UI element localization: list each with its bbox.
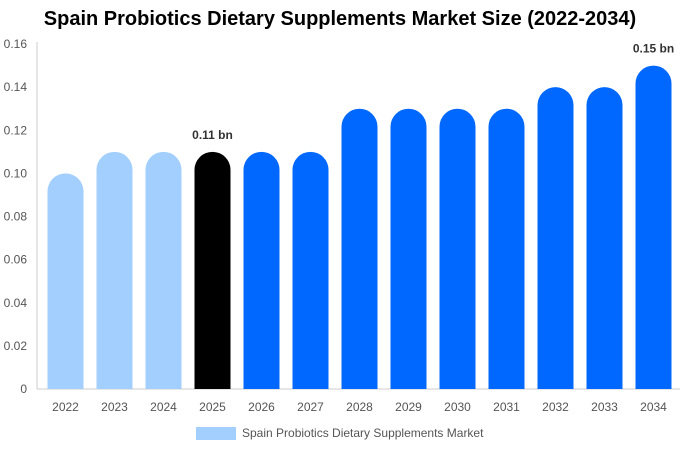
- x-tick-label: 2023: [101, 400, 128, 414]
- legend-swatch: [196, 426, 236, 440]
- data-label: 0.15 bn: [633, 42, 674, 56]
- bar-2026: [243, 151, 280, 389]
- bar-2022: [47, 173, 84, 389]
- x-tick-label: 2030: [444, 400, 471, 414]
- bar-2032: [537, 87, 574, 389]
- legend-label: Spain Probiotics Dietary Supplements Mar…: [242, 426, 484, 440]
- y-tick-label: 0.14: [4, 80, 28, 94]
- x-tick-label: 2026: [248, 400, 275, 414]
- x-tick-label: 2025: [199, 400, 226, 414]
- bar-2023: [96, 151, 133, 389]
- y-tick-label: 0.08: [4, 210, 28, 224]
- bar-2028: [341, 108, 378, 389]
- bar-2031: [488, 108, 525, 389]
- x-tick-label: 2032: [542, 400, 569, 414]
- bar-2024: [145, 151, 182, 389]
- y-tick-label: 0.02: [4, 339, 28, 353]
- x-tick-label: 2027: [297, 400, 324, 414]
- bar-2029: [390, 108, 427, 389]
- x-tick-label: 2022: [52, 400, 79, 414]
- data-label: 0.11 bn: [192, 128, 233, 142]
- x-tick-label: 2024: [150, 400, 177, 414]
- bar-2027: [292, 151, 329, 389]
- x-tick-label: 2033: [591, 400, 618, 414]
- bar-2034: [635, 65, 672, 389]
- x-tick-label: 2031: [493, 400, 520, 414]
- y-tick-label: 0.10: [4, 166, 28, 180]
- y-tick-label: 0.12: [4, 123, 28, 137]
- y-tick-label: 0.06: [4, 253, 28, 267]
- bar-2025: [194, 151, 231, 389]
- bar-2030: [439, 108, 476, 389]
- legend: Spain Probiotics Dietary Supplements Mar…: [196, 425, 483, 441]
- chart-title: Spain Probiotics Dietary Supplements Mar…: [43, 8, 637, 30]
- bar-2033: [586, 87, 623, 389]
- x-tick-label: 2029: [395, 400, 422, 414]
- x-tick-label: 2034: [640, 400, 667, 414]
- y-tick-label: 0.16: [4, 37, 28, 51]
- y-tick-label: 0.04: [4, 296, 28, 310]
- x-tick-label: 2028: [346, 400, 373, 414]
- y-tick-label: 0: [20, 382, 27, 396]
